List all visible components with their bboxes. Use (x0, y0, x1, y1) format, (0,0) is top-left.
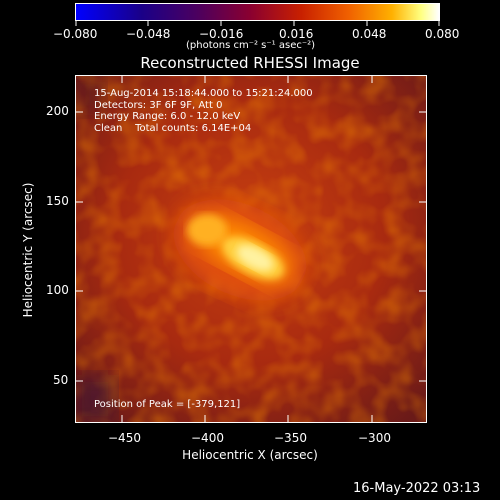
colorbar-tick-label: −0.080 (53, 27, 98, 41)
rhessi-image (75, 75, 427, 423)
colorbar-tick-label: 0.080 (425, 27, 460, 41)
x-tick-label: −350 (274, 431, 307, 445)
colorbar-tick-label: −0.048 (126, 27, 171, 41)
x-tick-label: −400 (191, 431, 224, 445)
x-axis-title: Heliocentric X (arcsec) (0, 448, 500, 462)
x-axis-title-text: Heliocentric X (arcsec) (182, 448, 318, 462)
y-tick-label: 200 (46, 104, 69, 118)
colorbar-tick-label: 0.048 (352, 27, 387, 41)
detectors: Detectors: 3F 6F 9F, Att 0 (94, 99, 223, 111)
colorbar (75, 3, 440, 21)
method-counts: Clean Total counts: 6.14E+04 (94, 122, 252, 134)
energy-range: Energy Range: 6.0 - 12.0 keV (94, 111, 241, 122)
x-tick-label: −450 (108, 431, 141, 445)
x-tick-label: −300 (358, 431, 391, 445)
colorbar-ticks (75, 21, 440, 26)
annotation-block: 15-Aug-2014 15:18:44.000 to 15:21:24.000… (94, 88, 313, 134)
peak-position: Position of Peak = [-379,121] (94, 399, 241, 410)
y-tick-label: 50 (53, 373, 69, 387)
plot-title: Reconstructed RHESSI Image (140, 54, 360, 72)
colorbar-tick-label: −0.016 (199, 27, 244, 41)
colorbar-tick-label: 0.016 (279, 27, 314, 41)
y-tick-label: 150 (46, 194, 69, 208)
y-tick-label: 100 (46, 283, 69, 297)
colorbar-units: (photons cm⁻² s⁻¹ asec⁻²) (186, 40, 316, 51)
time-range: 15-Aug-2014 15:18:44.000 to 15:21:24.000 (94, 88, 313, 99)
footer-timestamp: 16-May-2022 03:13 (353, 481, 481, 496)
y-axis-title: Heliocentric Y (arcsec) (21, 182, 35, 318)
